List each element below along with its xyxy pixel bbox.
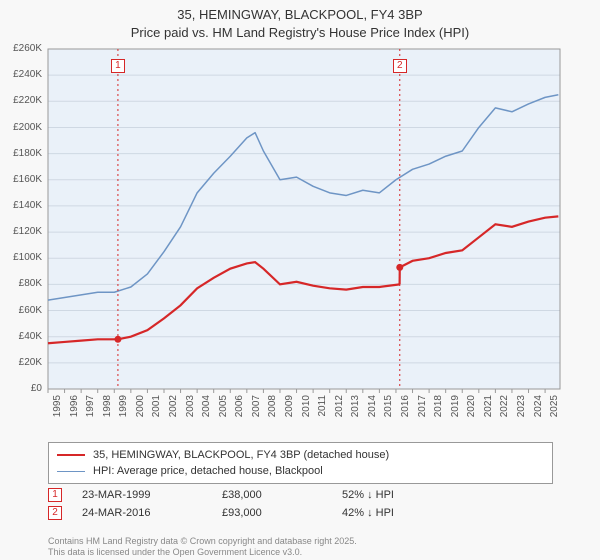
y-tick-label: £160K <box>0 174 42 185</box>
x-tick-label: 2015 <box>383 395 394 425</box>
y-tick-label: £140K <box>0 200 42 211</box>
sales-index-badge: 1 <box>48 488 62 502</box>
x-tick-label: 2001 <box>151 395 162 425</box>
y-tick-label: £80K <box>0 278 42 289</box>
y-tick-label: £120K <box>0 226 42 237</box>
series-hpi <box>48 95 558 300</box>
attribution-line2: This data is licensed under the Open Gov… <box>48 547 357 558</box>
sale-marker-dot <box>396 264 403 271</box>
sale-marker-dot <box>114 336 121 343</box>
x-tick-label: 2008 <box>267 395 278 425</box>
x-tick-label: 2019 <box>450 395 461 425</box>
x-tick-label: 2025 <box>549 395 560 425</box>
y-tick-label: £0 <box>0 383 42 394</box>
title-subtitle: Price paid vs. HM Land Registry's House … <box>0 24 600 42</box>
legend-label: HPI: Average price, detached house, Blac… <box>93 465 323 477</box>
legend-row: HPI: Average price, detached house, Blac… <box>57 463 544 479</box>
x-tick-label: 2000 <box>135 395 146 425</box>
x-tick-label: 2020 <box>466 395 477 425</box>
sales-date: 23-MAR-1999 <box>82 489 222 501</box>
y-tick-label: £20K <box>0 357 42 368</box>
legend-label: 35, HEMINGWAY, BLACKPOOL, FY4 3BP (detac… <box>93 449 389 461</box>
sales-diff: 52% ↓ HPI <box>342 489 462 501</box>
x-tick-label: 2024 <box>533 395 544 425</box>
x-tick-label: 2021 <box>483 395 494 425</box>
plot-svg <box>0 45 570 435</box>
sales-row: 1 23-MAR-1999£38,00052% ↓ HPI <box>48 486 553 504</box>
x-tick-label: 2007 <box>251 395 262 425</box>
x-tick-label: 2018 <box>433 395 444 425</box>
sales-date: 24-MAR-2016 <box>82 507 222 519</box>
legend: 35, HEMINGWAY, BLACKPOOL, FY4 3BP (detac… <box>48 442 553 484</box>
y-tick-label: £260K <box>0 43 42 54</box>
x-tick-label: 2005 <box>218 395 229 425</box>
x-tick-label: 2009 <box>284 395 295 425</box>
x-tick-label: 2010 <box>301 395 312 425</box>
sales-table: 1 23-MAR-1999£38,00052% ↓ HPI 2 24-MAR-2016… <box>48 486 553 522</box>
x-tick-label: 1997 <box>85 395 96 425</box>
x-tick-label: 2011 <box>317 395 328 425</box>
legend-row: 35, HEMINGWAY, BLACKPOOL, FY4 3BP (detac… <box>57 447 544 463</box>
x-tick-label: 1998 <box>102 395 113 425</box>
attribution: Contains HM Land Registry data © Crown c… <box>48 536 357 559</box>
x-tick-label: 2006 <box>234 395 245 425</box>
x-tick-label: 2013 <box>350 395 361 425</box>
y-tick-label: £40K <box>0 331 42 342</box>
legend-swatch <box>57 471 85 472</box>
x-tick-label: 2014 <box>367 395 378 425</box>
y-tick-label: £60K <box>0 305 42 316</box>
x-tick-label: 2012 <box>334 395 345 425</box>
x-tick-label: 1995 <box>52 395 63 425</box>
sales-index-badge: 2 <box>48 506 62 520</box>
x-tick-label: 1999 <box>118 395 129 425</box>
x-tick-label: 2002 <box>168 395 179 425</box>
x-tick-label: 2022 <box>499 395 510 425</box>
x-tick-label: 2004 <box>201 395 212 425</box>
x-tick-label: 2016 <box>400 395 411 425</box>
attribution-line1: Contains HM Land Registry data © Crown c… <box>48 536 357 547</box>
sales-row: 2 24-MAR-2016£93,00042% ↓ HPI <box>48 504 553 522</box>
sales-price: £93,000 <box>222 507 342 519</box>
y-tick-label: £200K <box>0 122 42 133</box>
chart-container: 35, HEMINGWAY, BLACKPOOL, FY4 3BP Price … <box>0 0 600 560</box>
legend-swatch <box>57 454 85 456</box>
y-tick-label: £180K <box>0 148 42 159</box>
chart-area: £0 £20K £40K £60K £80K £100K £120K £140K £160K £1… <box>0 45 570 435</box>
y-tick-label: £220K <box>0 95 42 106</box>
series-property-seg2 <box>400 216 559 267</box>
sales-diff: 42% ↓ HPI <box>342 507 462 519</box>
x-tick-label: 2023 <box>516 395 527 425</box>
y-tick-label: £100K <box>0 252 42 263</box>
x-tick-label: 2003 <box>185 395 196 425</box>
title-block: 35, HEMINGWAY, BLACKPOOL, FY4 3BP Price … <box>0 0 600 43</box>
x-tick-label: 1996 <box>69 395 80 425</box>
y-tick-label: £240K <box>0 69 42 80</box>
x-tick-label: 2017 <box>417 395 428 425</box>
sales-price: £38,000 <box>222 489 342 501</box>
title-address: 35, HEMINGWAY, BLACKPOOL, FY4 3BP <box>0 6 600 24</box>
sale-marker-badge: 2 <box>393 59 407 73</box>
sale-marker-badge: 1 <box>111 59 125 73</box>
series-property-seg1 <box>48 262 400 343</box>
